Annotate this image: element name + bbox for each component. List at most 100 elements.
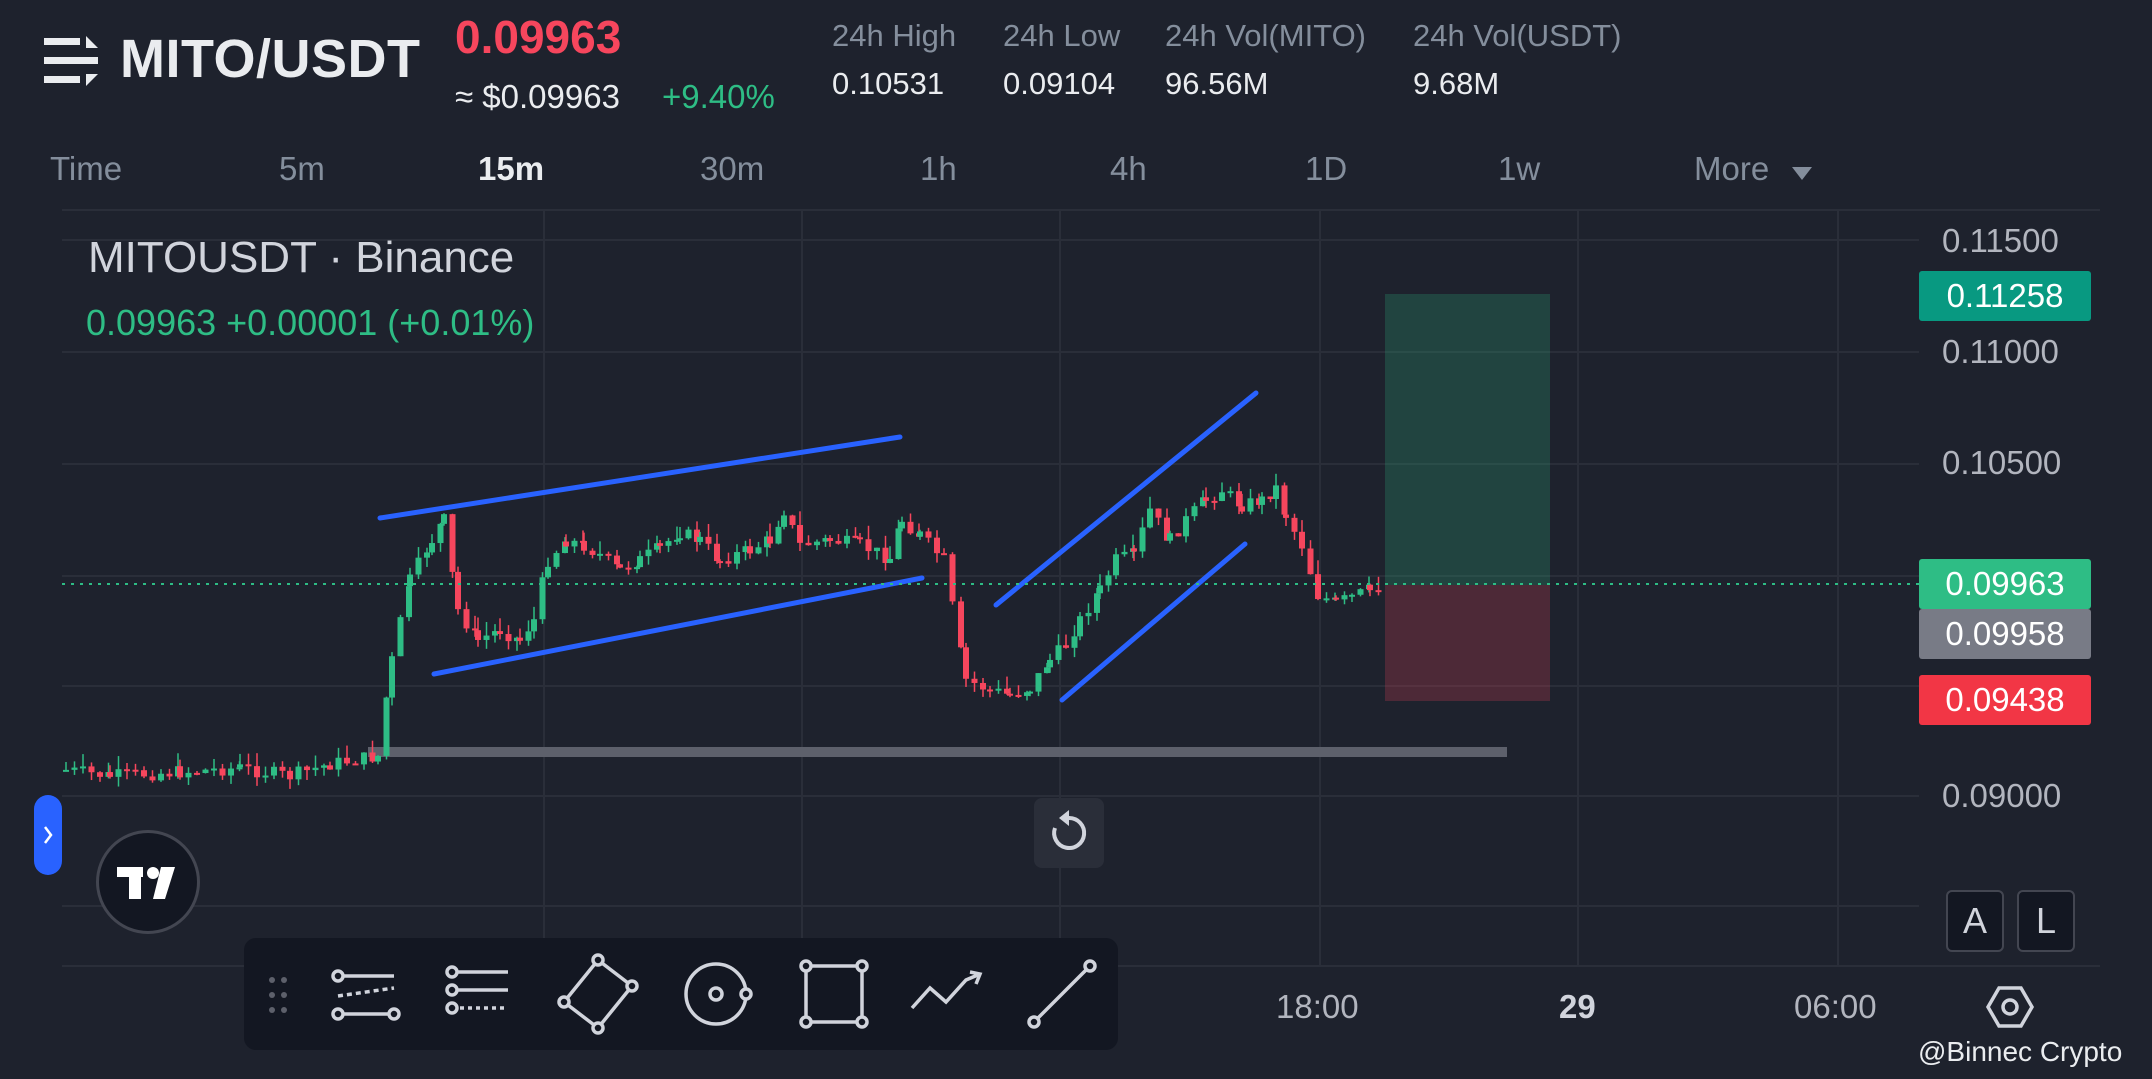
candle-body [1283, 514, 1289, 518]
rising-channel-lower-line [1059, 541, 1248, 703]
pair-title[interactable]: MITO/USDT [120, 29, 421, 89]
fib-retracement-icon[interactable] [438, 952, 522, 1036]
log-scale-button[interactable]: L [2017, 890, 2075, 952]
tab-4h[interactable]: 4h [1110, 150, 1147, 187]
candle-body [1167, 533, 1173, 541]
caret-down-icon[interactable] [1792, 167, 1812, 180]
candle-body [1113, 554, 1119, 576]
tab-1d[interactable]: 1D [1305, 150, 1348, 187]
candle-body [1315, 574, 1321, 600]
candle-body [934, 537, 940, 554]
candle-body [589, 550, 596, 555]
settings-hexagon-icon[interactable] [1985, 982, 2035, 1032]
candle-body [124, 769, 130, 772]
candle-body [1015, 694, 1022, 697]
candle-body [437, 523, 444, 544]
tradingview-icon [117, 867, 175, 899]
watermark: @Binnec Crypto [1918, 1036, 2123, 1067]
candle-body [634, 567, 640, 570]
candle-body [775, 526, 782, 544]
auto-scale-button[interactable]: A [1946, 890, 2004, 952]
circle-icon[interactable] [674, 952, 758, 1036]
candle-body [767, 536, 773, 544]
candle-body [1281, 485, 1288, 515]
candle-body [1131, 548, 1137, 552]
candle-body [472, 628, 478, 631]
candle-body [1219, 492, 1225, 501]
candle-body [1035, 673, 1042, 692]
rectangle-icon[interactable] [792, 952, 876, 1036]
candle-body [539, 577, 546, 620]
candle-body [1139, 527, 1146, 552]
candle-body [887, 558, 893, 563]
tab-1h[interactable]: 1h [920, 150, 957, 187]
candle-body [71, 767, 78, 770]
candle-body [1307, 548, 1314, 575]
candle-body [1105, 575, 1112, 586]
reset-chart-button[interactable] [1034, 798, 1104, 868]
candle-body [1077, 616, 1083, 637]
candle-body [645, 549, 652, 557]
tab-15m[interactable]: 15m [478, 150, 545, 187]
candle-body [734, 552, 740, 564]
candle-body [141, 770, 147, 777]
candle-body [1071, 636, 1078, 648]
stat-value-24h-high: 0.10531 [832, 66, 945, 101]
tradingview-logo[interactable] [96, 830, 200, 934]
time-tick: 29 [1559, 988, 1596, 1025]
candle-body [865, 539, 872, 552]
candle-body [271, 766, 277, 776]
candle-body [949, 554, 956, 602]
candle-body [1247, 498, 1254, 512]
candle-body [279, 766, 286, 771]
candle-body [717, 561, 723, 564]
candle-body [321, 765, 327, 768]
candle-body [375, 755, 381, 762]
rotate-icon [1052, 810, 1087, 850]
candle-body [1341, 595, 1348, 600]
candle-body [107, 772, 113, 777]
candle-body [1044, 667, 1050, 674]
xabcd-pattern-icon[interactable] [556, 952, 640, 1036]
candle-body [254, 766, 260, 778]
candle-body [1375, 590, 1382, 593]
candle-body [475, 630, 481, 640]
tab-time[interactable]: Time [50, 150, 123, 187]
tab-1w[interactable]: 1w [1498, 150, 1541, 187]
candle-body [525, 631, 532, 641]
candle-body [1097, 585, 1103, 594]
trend-line-icon[interactable] [1020, 952, 1104, 1036]
candle-body [917, 531, 923, 537]
sidebar-toggle-button[interactable] [34, 795, 62, 875]
position-loss-zone [1385, 585, 1550, 701]
tab-more[interactable]: More [1694, 150, 1770, 187]
candle-body [1367, 584, 1373, 591]
candle-body [637, 556, 643, 568]
stat-label-24h-vol-base: 24h Vol(MITO) [1165, 18, 1367, 53]
candle-body [1047, 659, 1053, 668]
tab-5m[interactable]: 5m [279, 150, 325, 187]
ohlc-readout: 0.09963 +0.00001 (+0.01%) [86, 302, 535, 343]
candle-body [1155, 508, 1162, 518]
candle-body [1175, 533, 1182, 537]
candle-body [694, 529, 700, 542]
price-tick: 0.09000 [1942, 777, 2062, 814]
candle-body [797, 525, 803, 543]
candle-body [63, 769, 69, 772]
candle-body [361, 752, 367, 765]
rising-channel-upper-line [993, 390, 1259, 608]
candle-body [97, 772, 103, 777]
candle-body [781, 515, 787, 527]
candle-body [237, 764, 243, 768]
parallel-channel-icon[interactable] [324, 952, 408, 1036]
candle-body [1183, 516, 1189, 537]
candle-body [1027, 691, 1033, 694]
candle-body [835, 540, 842, 544]
menu-icon[interactable] [44, 36, 98, 86]
path-icon[interactable] [904, 952, 988, 1036]
candlesticks [63, 473, 1382, 789]
drag-handle-icon[interactable] [264, 972, 294, 1018]
candle-body [1259, 496, 1265, 505]
tab-30m[interactable]: 30m [700, 150, 765, 187]
